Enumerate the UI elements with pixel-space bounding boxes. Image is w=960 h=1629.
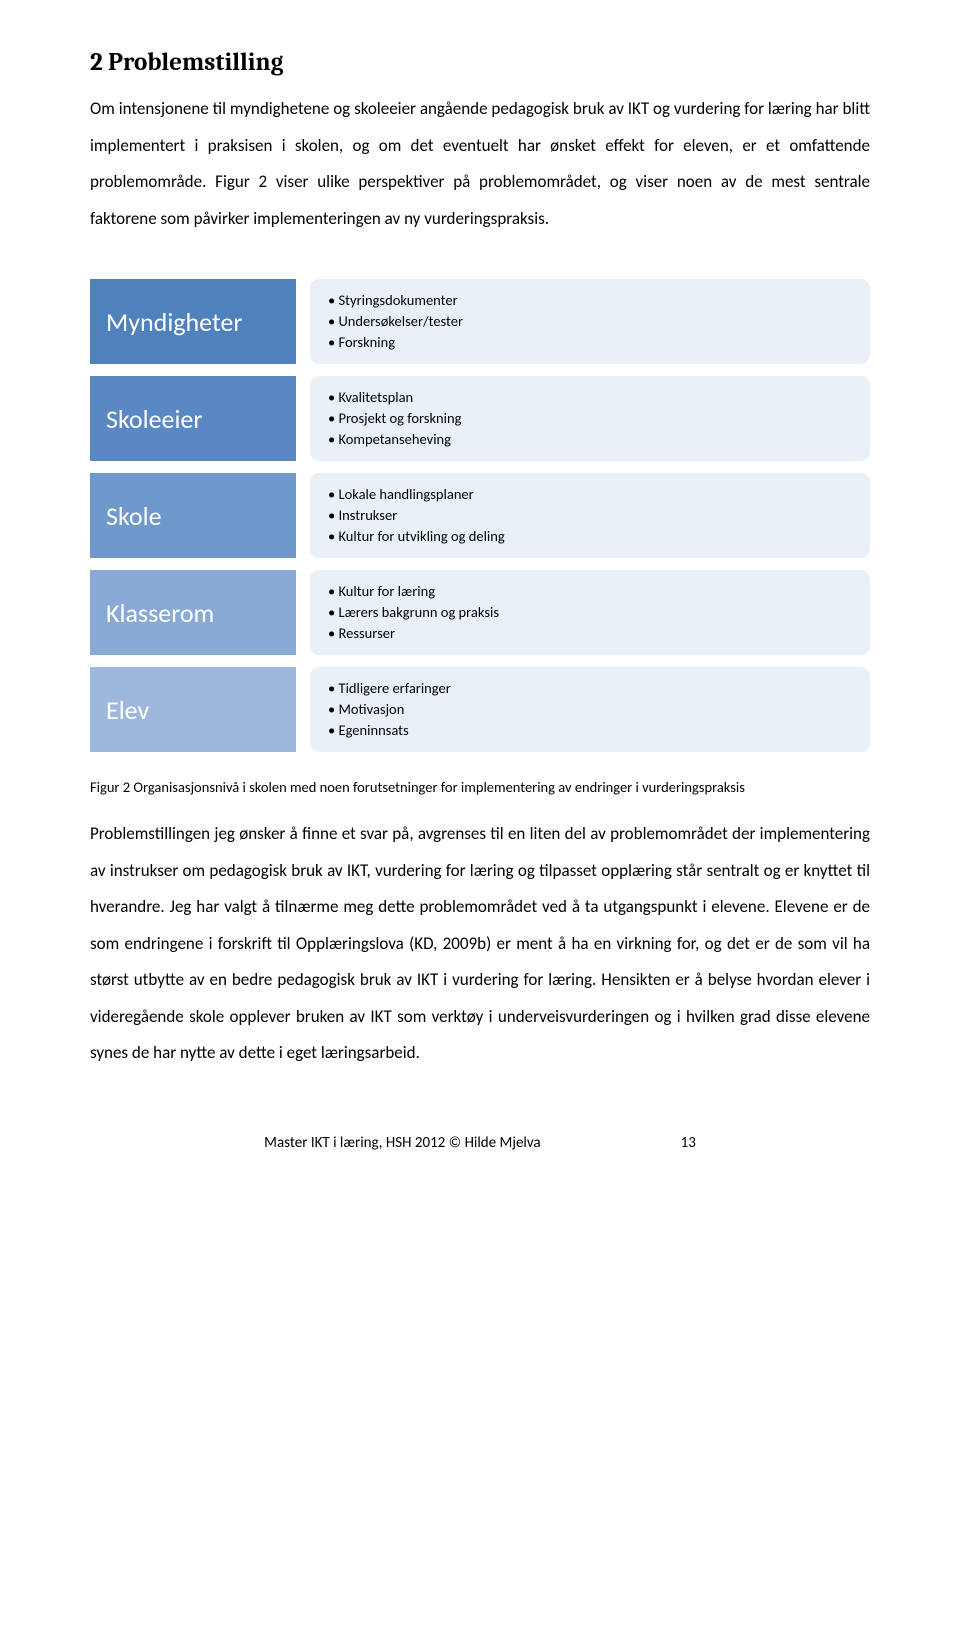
level-item: Tidligere erfaringer xyxy=(328,678,854,699)
level-label-skoleeier: Skoleeier xyxy=(90,376,296,461)
diagram-row: Skole Lokale handlingsplaner Instrukser … xyxy=(90,473,870,558)
level-item: Kvalitetsplan xyxy=(328,387,854,408)
level-item: Kultur for læring xyxy=(328,581,854,602)
level-items: Tidligere erfaringer Motivasjon Egeninns… xyxy=(310,667,870,752)
diagram-row: Elev Tidligere erfaringer Motivasjon Ege… xyxy=(90,667,870,752)
intro-paragraph: Om intensjonene til myndighetene og skol… xyxy=(90,91,870,237)
level-item: Undersøkelser/tester xyxy=(328,311,854,332)
section-heading: 2 Problemstilling xyxy=(90,48,870,77)
level-item: Forskning xyxy=(328,332,854,353)
level-label-skole: Skole xyxy=(90,473,296,558)
level-items: Lokale handlingsplaner Instrukser Kultur… xyxy=(310,473,870,558)
level-item: Kultur for utvikling og deling xyxy=(328,526,854,547)
level-label-myndigheter: Myndigheter xyxy=(90,279,296,364)
level-label-klasserom: Klasserom xyxy=(90,570,296,655)
level-item: Kompetanseheving xyxy=(328,429,854,450)
level-item: Ressurser xyxy=(328,623,854,644)
figure-caption: Figur 2 Organisasjonsnivå i skolen med n… xyxy=(90,778,870,798)
level-item: Styringsdokumenter xyxy=(328,290,854,311)
diagram-row: Myndigheter Styringsdokumenter Undersøke… xyxy=(90,279,870,364)
page-footer: Master IKT i læring, HSH 2012 © Hilde Mj… xyxy=(90,1134,870,1152)
level-item: Lokale handlingsplaner xyxy=(328,484,854,505)
diagram-row: Skoleeier Kvalitetsplan Prosjekt og fors… xyxy=(90,376,870,461)
level-item: Prosjekt og forskning xyxy=(328,408,854,429)
footer-text: Master IKT i læring, HSH 2012 © Hilde Mj… xyxy=(264,1134,540,1152)
level-items: Styringsdokumenter Undersøkelser/tester … xyxy=(310,279,870,364)
level-item: Motivasjon xyxy=(328,699,854,720)
level-item: Instrukser xyxy=(328,505,854,526)
diagram-row: Klasserom Kultur for læring Lærers bakgr… xyxy=(90,570,870,655)
page-number: 13 xyxy=(681,1134,696,1152)
level-item: Egeninnsats xyxy=(328,720,854,741)
level-items: Kvalitetsplan Prosjekt og forskning Komp… xyxy=(310,376,870,461)
level-items: Kultur for læring Lærers bakgrunn og pra… xyxy=(310,570,870,655)
levels-diagram: Myndigheter Styringsdokumenter Undersøke… xyxy=(90,279,870,752)
level-item: Lærers bakgrunn og praksis xyxy=(328,602,854,623)
body-paragraph: Problemstillingen jeg ønsker å finne et … xyxy=(90,816,870,1072)
level-label-elev: Elev xyxy=(90,667,296,752)
